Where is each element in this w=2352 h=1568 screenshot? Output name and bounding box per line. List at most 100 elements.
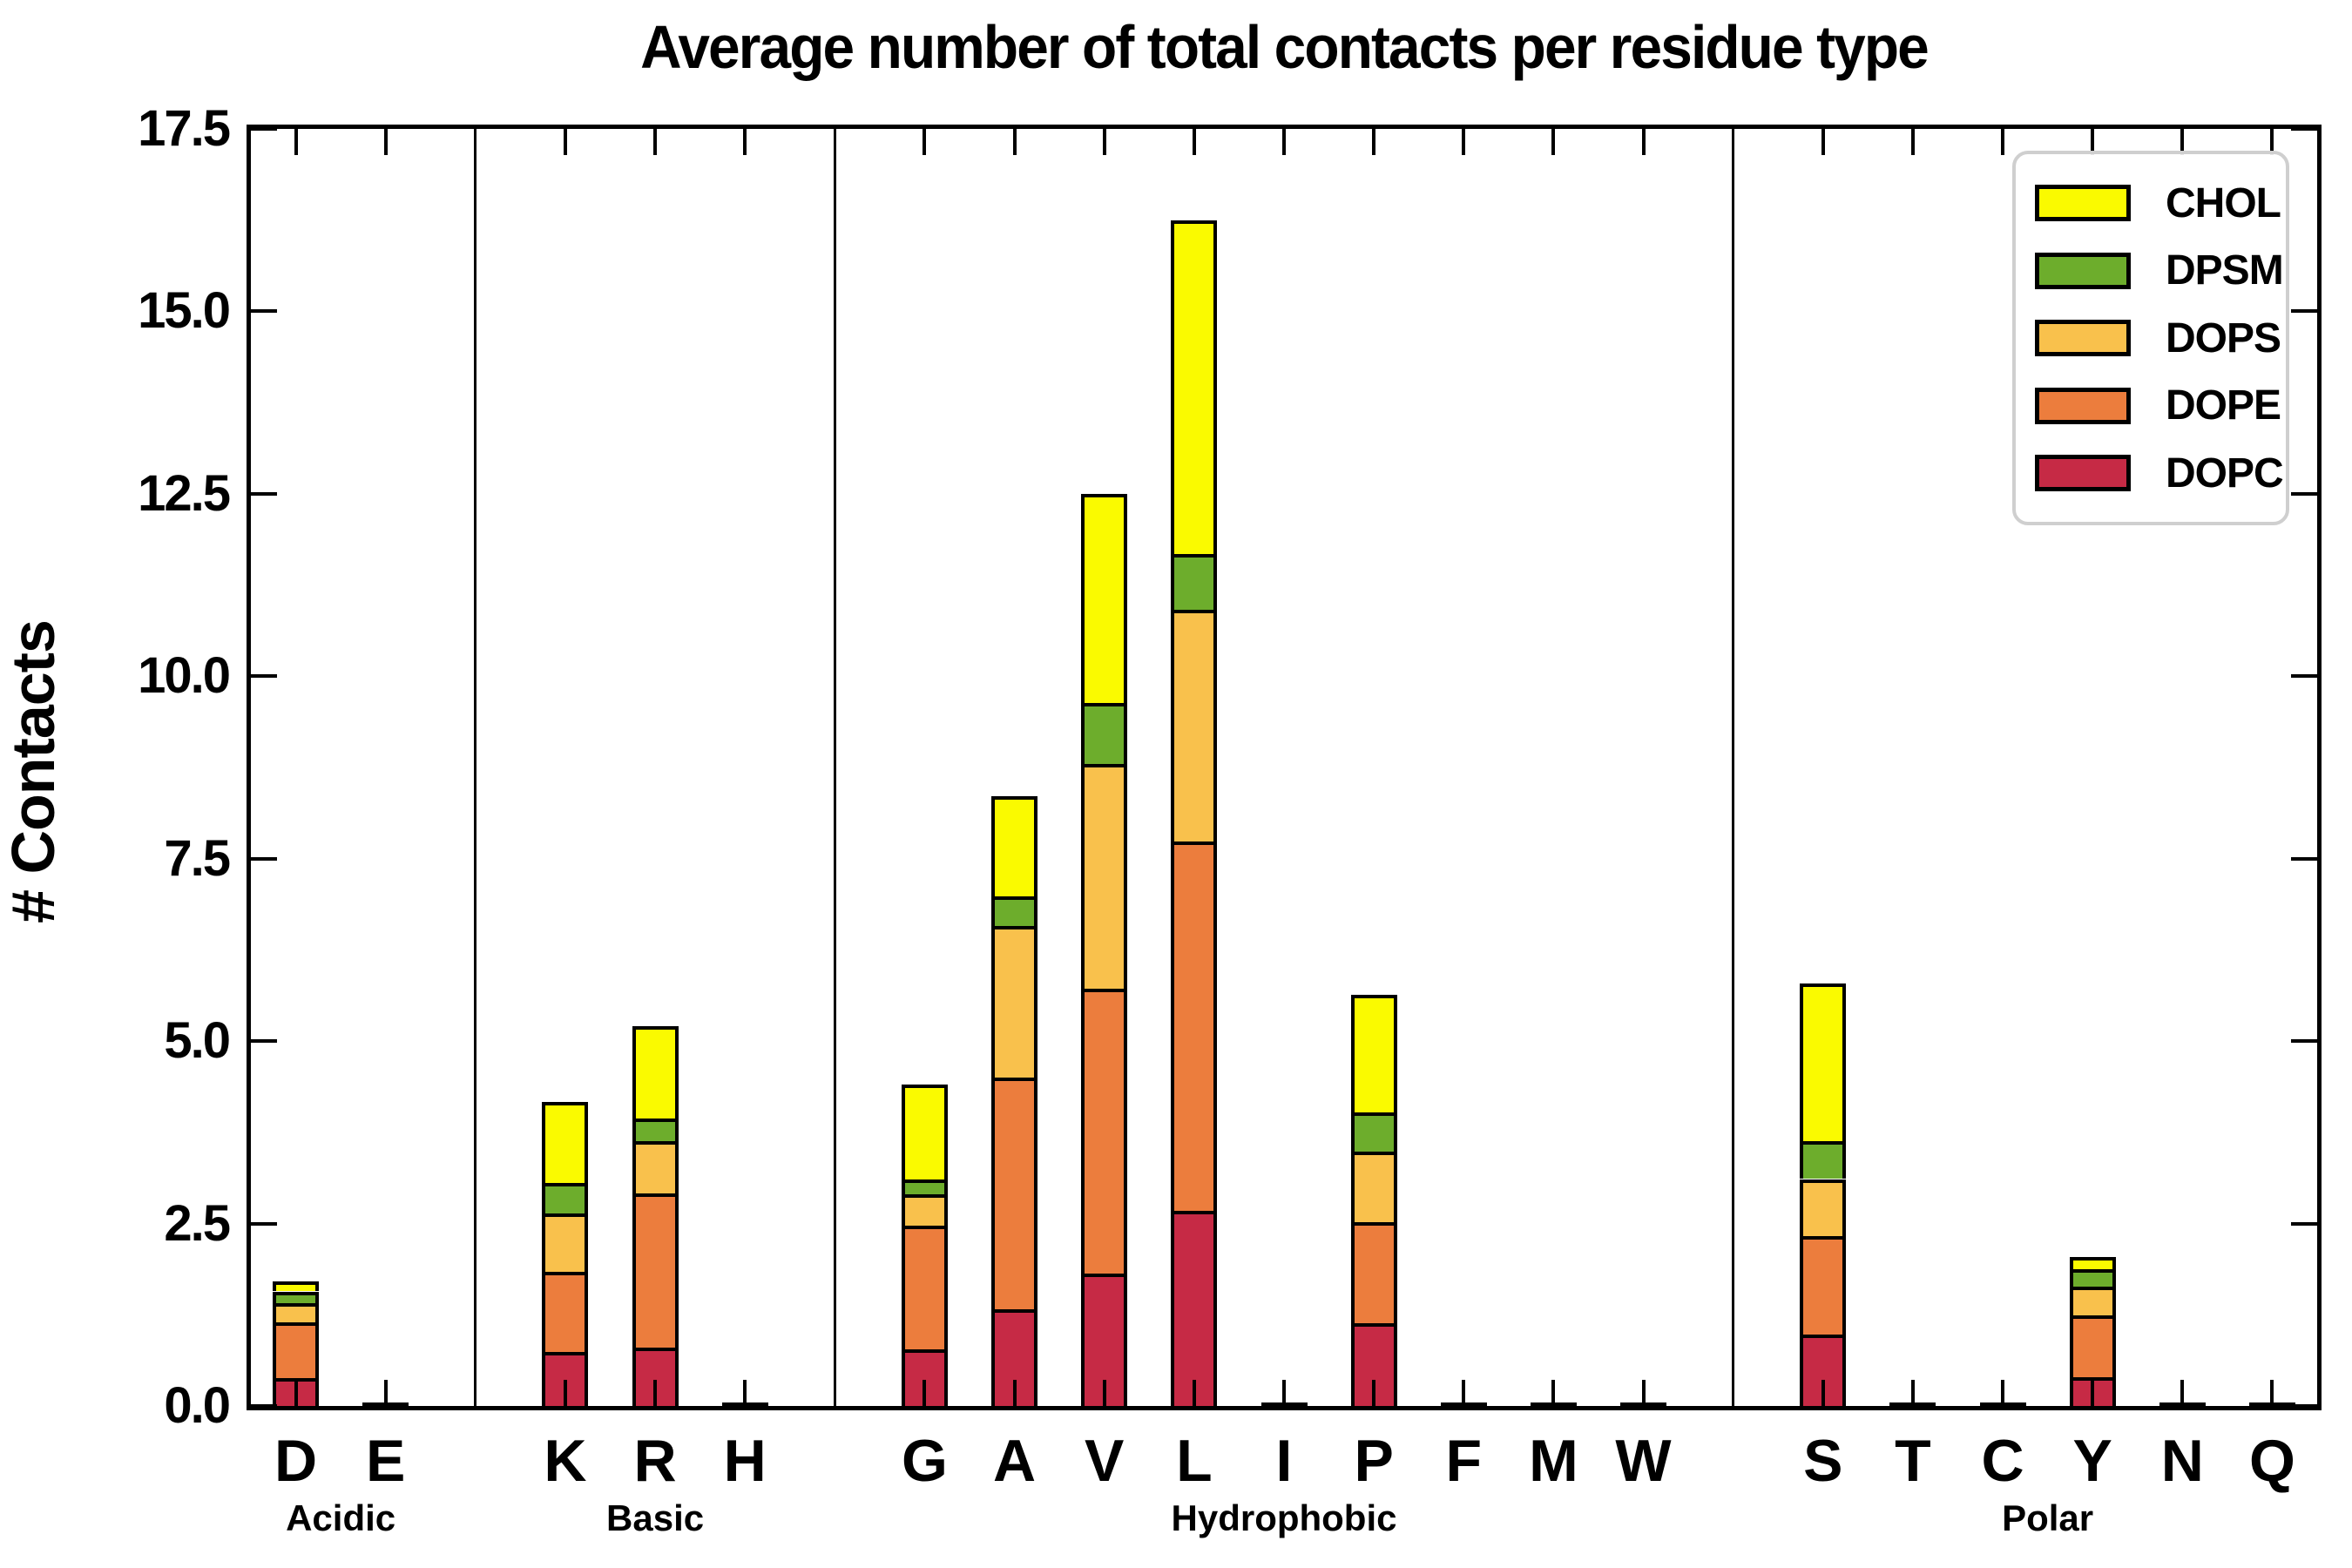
chart-title: Average number of total contacts per res… xyxy=(640,13,1930,81)
bar-segment-chol xyxy=(1171,220,1218,555)
legend-swatch-chol xyxy=(2035,185,2131,221)
x-tick-mark xyxy=(1192,129,1196,155)
bar-segment-dops xyxy=(901,1194,948,1227)
bar-segment-dopc xyxy=(991,1308,1038,1406)
bar-segment-dpsm xyxy=(2069,1268,2116,1288)
x-tick-mark xyxy=(1910,129,1915,155)
y-tick-mark xyxy=(251,127,277,131)
y-tick-mark xyxy=(251,491,277,496)
bar-segment-dope xyxy=(2069,1315,2116,1377)
bar-segment-dope xyxy=(1800,1235,1847,1335)
group-separator-line xyxy=(474,129,477,1406)
x-tick-label-residue: N xyxy=(2160,1428,2204,1494)
x-tick-label-residue: T xyxy=(1895,1428,1931,1494)
x-tick-mark xyxy=(923,129,927,155)
x-tick-mark xyxy=(1641,1380,1646,1406)
x-tick-mark xyxy=(563,129,567,155)
legend-entry-label: DOPE xyxy=(2166,382,2281,429)
bar-segment-chol xyxy=(1800,983,1847,1141)
x-tick-label-residue: S xyxy=(1803,1428,1843,1494)
y-tick-mark xyxy=(251,856,277,861)
x-tick-label-residue: L xyxy=(1176,1428,1213,1494)
x-tick-mark xyxy=(1551,129,1556,155)
x-tick-label-residue: F xyxy=(1445,1428,1483,1494)
y-tick-mark xyxy=(2291,1039,2317,1044)
y-tick-mark xyxy=(2291,674,2317,679)
bar-segment-dope xyxy=(273,1321,320,1379)
bar-segment-chol xyxy=(2069,1257,2116,1269)
bar-segment-dope xyxy=(1081,988,1128,1274)
legend-swatch-dope xyxy=(2035,387,2131,424)
bar-segment-dpsm xyxy=(991,896,1038,926)
bar-segment-chol xyxy=(901,1085,948,1180)
x-tick-label-residue: Q xyxy=(2248,1428,2295,1494)
bar-segment-dpsm xyxy=(1800,1140,1847,1179)
x-tick-mark xyxy=(1192,1380,1196,1406)
x-group-label: Polar xyxy=(2002,1497,2094,1538)
x-tick-mark xyxy=(1462,129,1466,155)
y-tick-label: 10.0 xyxy=(138,647,231,705)
bar-segment-dopc xyxy=(1800,1334,1847,1406)
bar-segment-dpsm xyxy=(542,1182,589,1213)
x-tick-label-residue: G xyxy=(902,1428,948,1494)
bar-segment-dpsm xyxy=(1081,703,1128,764)
x-tick-label-residue: Y xyxy=(2072,1428,2112,1494)
legend-entry: DOPC xyxy=(2016,449,2286,497)
legend-swatch-dopc xyxy=(2035,455,2131,491)
bar-segment-dpsm xyxy=(1171,554,1218,611)
y-tick-mark xyxy=(2291,491,2317,496)
x-tick-mark xyxy=(653,1380,658,1406)
y-tick-label: 7.5 xyxy=(164,829,231,887)
legend-swatch-dops xyxy=(2035,320,2131,356)
x-tick-label-residue: W xyxy=(1615,1428,1672,1494)
x-tick-label-residue: K xyxy=(544,1428,587,1494)
bar-segment-dops xyxy=(542,1213,589,1272)
x-tick-label-residue: D xyxy=(274,1428,318,1494)
bar-segment-dopc xyxy=(1081,1274,1128,1406)
x-tick-mark xyxy=(2270,1380,2274,1406)
x-tick-mark xyxy=(1102,129,1106,155)
y-tick-mark xyxy=(251,1039,277,1044)
bar-segment-dpsm xyxy=(273,1291,320,1303)
x-tick-mark xyxy=(563,1380,567,1406)
bar-segment-dopc xyxy=(1171,1211,1218,1406)
y-tick-label: 0.0 xyxy=(164,1377,231,1434)
x-tick-mark xyxy=(1102,1380,1106,1406)
y-tick-mark xyxy=(2291,1221,2317,1226)
x-tick-mark xyxy=(1821,1380,1825,1406)
bar-segment-dope xyxy=(1171,841,1218,1212)
plot-area xyxy=(247,125,2322,1410)
x-tick-mark xyxy=(1012,129,1017,155)
x-tick-mark xyxy=(1372,1380,1376,1406)
y-tick-mark xyxy=(251,309,277,314)
bar-segment-chol xyxy=(273,1281,320,1292)
group-separator-line xyxy=(1732,129,1735,1406)
y-tick-mark xyxy=(251,1221,277,1226)
bar-segment-dops xyxy=(1800,1179,1847,1236)
y-axis-label: # Contacts xyxy=(0,620,67,923)
bar-segment-dope xyxy=(991,1078,1038,1309)
x-tick-mark xyxy=(1012,1380,1017,1406)
x-tick-label-residue: R xyxy=(633,1428,677,1494)
legend-entry-label: DOPS xyxy=(2166,314,2281,362)
x-tick-label-residue: P xyxy=(1354,1428,1394,1494)
x-tick-mark xyxy=(1372,129,1376,155)
legend-entry-label: DOPC xyxy=(2166,449,2284,497)
x-tick-mark xyxy=(2001,1380,2005,1406)
y-tick-mark xyxy=(2291,127,2317,131)
x-tick-mark xyxy=(923,1380,927,1406)
y-tick-mark xyxy=(251,674,277,679)
bar-segment-dops xyxy=(273,1302,320,1322)
legend-swatch-dpsm xyxy=(2035,252,2131,289)
bar-segment-dope xyxy=(1350,1221,1397,1323)
y-tick-mark xyxy=(251,1404,277,1408)
y-tick-label: 2.5 xyxy=(164,1194,231,1252)
bar-segment-dops xyxy=(2069,1287,2116,1316)
bar-segment-dpsm xyxy=(901,1179,948,1195)
x-tick-mark xyxy=(653,129,658,155)
x-tick-label-residue: V xyxy=(1085,1428,1125,1494)
bar-segment-dops xyxy=(1350,1151,1397,1222)
x-tick-mark xyxy=(2180,129,2185,155)
bar-segment-dpsm xyxy=(1350,1112,1397,1152)
x-tick-mark xyxy=(2091,1380,2095,1406)
